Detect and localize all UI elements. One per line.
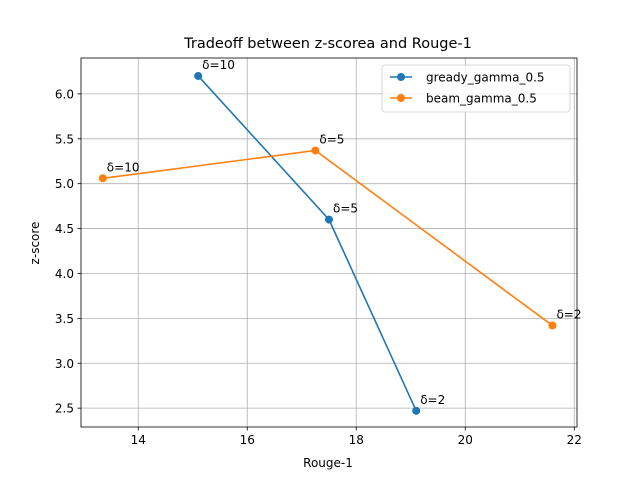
grid bbox=[81, 58, 577, 427]
data-point bbox=[98, 174, 107, 183]
data-point bbox=[311, 146, 320, 155]
point-annotation: δ=5 bbox=[333, 202, 358, 216]
data-point bbox=[325, 215, 333, 224]
x-tick-label: 20 bbox=[458, 433, 473, 447]
data-point bbox=[412, 406, 421, 415]
chart-title: Tradeoff between z-scorea and Rouge-1 bbox=[183, 36, 472, 52]
y-axis-ticks: 2.5 3.0 3.5 4.0 4.5 5.0 5.5 6.0 bbox=[55, 87, 81, 416]
legend-swatch-marker bbox=[397, 73, 405, 81]
y-tick-label: 3.5 bbox=[55, 312, 74, 326]
data-point bbox=[194, 71, 203, 80]
series-line-1 bbox=[102, 149, 553, 327]
point-annotation: δ=2 bbox=[556, 308, 581, 322]
y-tick-label: 6.0 bbox=[55, 87, 74, 101]
y-tick-label: 3.0 bbox=[55, 357, 74, 371]
x-tick-label: 22 bbox=[567, 433, 582, 447]
x-tick-label: 16 bbox=[240, 433, 255, 447]
point-annotation: δ=5 bbox=[319, 132, 344, 146]
legend-entry: gready_gamma_0.5 bbox=[426, 71, 545, 85]
series-group: δ=10 δ=5 δ=2 δ=10 δ=5 δ=2 bbox=[98, 58, 582, 415]
y-tick-label: 5.0 bbox=[55, 177, 74, 191]
legend-swatch-marker bbox=[397, 94, 405, 102]
legend-entry: beam_gamma_0.5 bbox=[426, 92, 537, 106]
x-tick-label: 14 bbox=[131, 433, 146, 447]
point-annotation: δ=10 bbox=[202, 58, 235, 72]
point-annotation: δ=2 bbox=[420, 393, 445, 407]
x-axis-label: Rouge-1 bbox=[303, 456, 353, 470]
plot-frame bbox=[80, 57, 578, 428]
y-axis-label: z-score bbox=[28, 222, 42, 265]
legend: gready_gamma_0.5 beam_gamma_0.5 bbox=[381, 64, 571, 113]
legend-box bbox=[381, 64, 571, 113]
y-tick-label: 4.5 bbox=[55, 222, 74, 236]
series-line-0 bbox=[197, 75, 417, 412]
x-tick-label: 18 bbox=[349, 433, 364, 447]
x-axis-ticks: 14 16 18 20 22 bbox=[131, 427, 582, 447]
y-tick-label: 4.0 bbox=[55, 267, 74, 281]
y-tick-label: 5.5 bbox=[55, 132, 74, 146]
point-annotation: δ=10 bbox=[107, 160, 140, 174]
y-tick-label: 2.5 bbox=[55, 402, 74, 416]
data-point bbox=[548, 321, 557, 330]
